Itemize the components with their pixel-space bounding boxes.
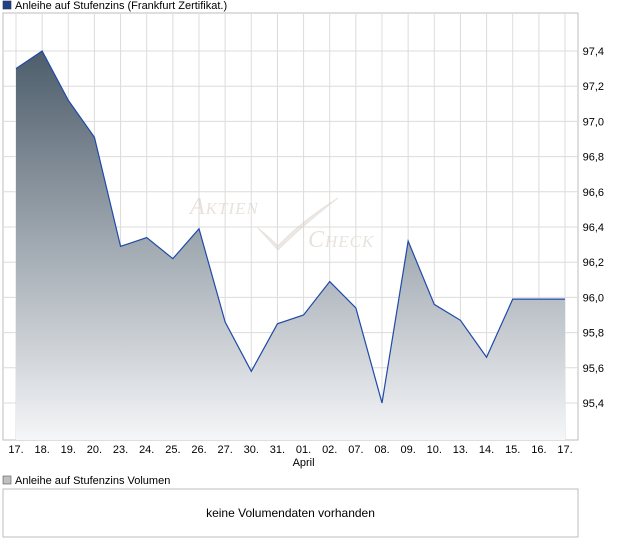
x-tick-label: 17.	[557, 444, 572, 456]
x-tick-label: 09.	[400, 444, 415, 456]
y-tick-label: 95,4	[583, 398, 604, 410]
x-tick-label: 25.	[165, 444, 180, 456]
price-series	[15, 50, 566, 440]
x-tick-label: 24.	[139, 444, 154, 456]
x-tick-label: 23.	[113, 444, 128, 456]
watermark-aktien: Aktien	[188, 194, 259, 220]
x-tick-label: 15.	[505, 444, 520, 456]
y-tick-label: 96,8	[583, 152, 604, 164]
x-tick-label: 14.	[479, 444, 494, 456]
x-tick-label: 07.	[348, 444, 363, 456]
x-tick-label: 31.	[270, 444, 285, 456]
price-legend-label: Anleihe auf Stufenzins (Frankfurt Zertif…	[15, 0, 227, 12]
y-tick-label: 97,2	[583, 81, 604, 93]
y-tick-label: 96,4	[583, 222, 604, 234]
x-tick-label: 10.	[427, 444, 442, 456]
y-tick-label: 95,8	[583, 328, 604, 340]
y-tick-label: 96,2	[583, 257, 604, 269]
y-axis-ticks: 95,4 95,6 95,8 96,0 96,2 96,4 96,6 96,8 97,0 97,2…	[583, 46, 604, 410]
x-tick-label: 20.	[87, 444, 102, 456]
checkmark-icon	[257, 197, 339, 251]
x-tick-label: 30.	[244, 444, 259, 456]
volume-legend-swatch	[2, 475, 12, 485]
y-tick-label: 96,6	[583, 187, 604, 199]
x-tick-label: 02.	[322, 444, 337, 456]
price-area-fill	[16, 51, 565, 440]
x-tick-label: 18.	[34, 444, 49, 456]
y-tick-label: 96,0	[583, 292, 604, 304]
y-tick-label: 95,6	[583, 363, 604, 375]
x-tick-label: 08.	[374, 444, 389, 456]
price-line	[15, 50, 565, 404]
no-volume-data-message: keine Volumendaten vorhanden	[206, 506, 375, 520]
price-legend-swatch	[2, 0, 12, 10]
x-tick-label: 16.	[531, 444, 546, 456]
x-axis-ticks: 17. 18. 19. 20. 23. 24. 25. 26. 27. 30. 31. 01. 02. 0…	[8, 444, 572, 469]
x-tick-label: 17.	[8, 444, 23, 456]
x-tick-label: 13.	[453, 444, 468, 456]
volume-plot-frame	[2, 488, 579, 538]
x-month-label: April	[293, 457, 315, 469]
x-tick-label: 01.	[296, 444, 311, 456]
y-tick-label: 97,4	[583, 46, 604, 58]
x-tick-label: 27.	[217, 444, 232, 456]
volume-legend-label: Anleihe auf Stufenzins Volumen	[15, 475, 170, 487]
x-tick-label: 26.	[191, 444, 206, 456]
x-tick-label: 19.	[61, 444, 76, 456]
y-tick-label: 97,0	[583, 116, 604, 128]
aktien-check-watermark: Aktien Check	[188, 194, 375, 253]
watermark-check: Check	[308, 227, 375, 253]
